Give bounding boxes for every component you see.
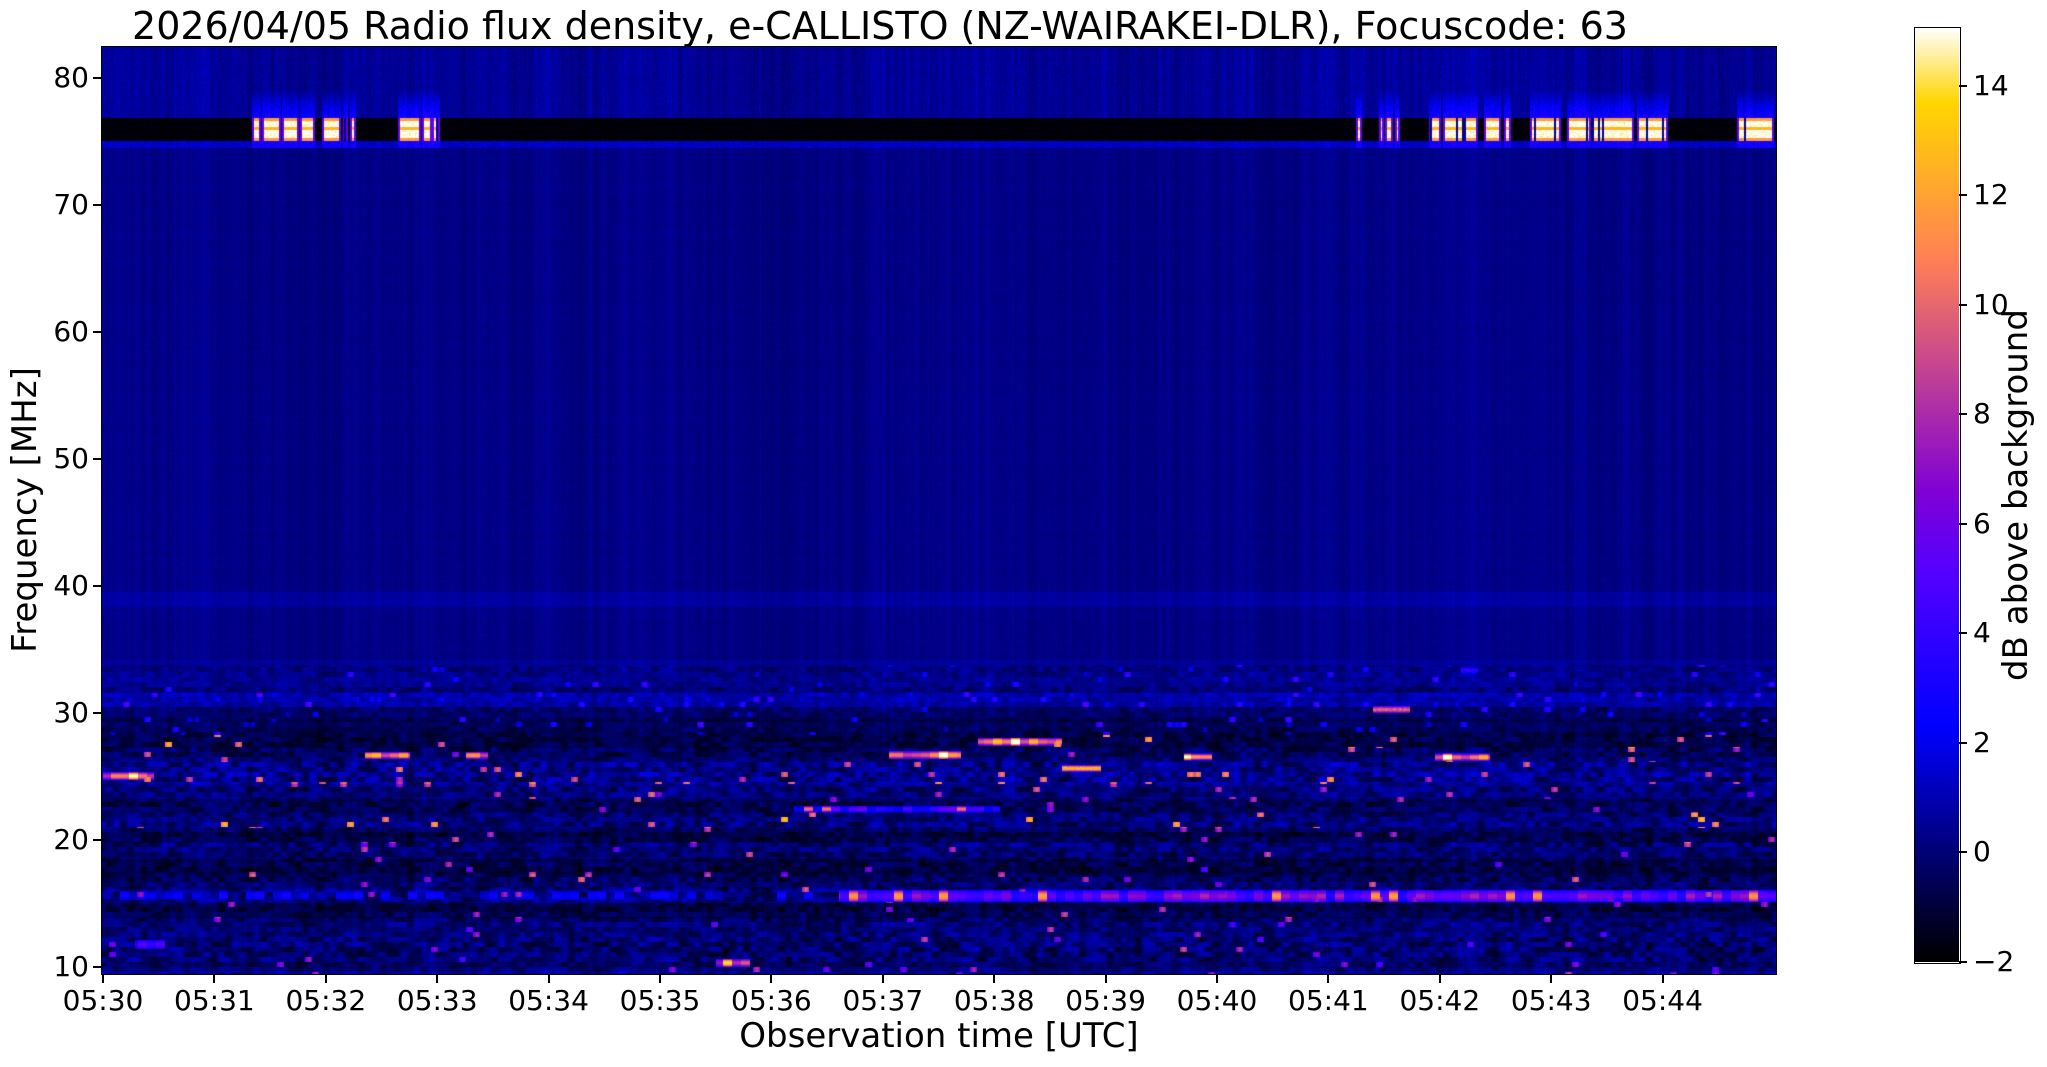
colorbar-tick-mark: [1959, 851, 1967, 854]
y-tick-label: 10: [53, 950, 89, 984]
colorbar-tick-label: 6: [1973, 506, 1991, 540]
x-tick-label: 05:34: [508, 984, 589, 1017]
y-tick-mark: [93, 966, 102, 969]
colorbar-tick-mark: [1959, 961, 1967, 963]
colorbar-tick-label: 14: [1973, 68, 2009, 102]
colorbar-tick-label: 0: [1973, 835, 1991, 869]
x-tick-label: 05:33: [396, 984, 478, 1017]
figure-title: 2026/04/05 Radio flux density, e-CALLIST…: [132, 4, 1628, 48]
colorbar-tick-mark: [1959, 194, 1967, 197]
colorbar-tick-label: 8: [1973, 397, 1991, 431]
colorbar-tick-mark: [1959, 522, 1967, 525]
x-tick-label: 05:41: [1288, 984, 1369, 1017]
colorbar-tick-label: −2: [1973, 945, 2015, 978]
x-tick-mark: [1438, 974, 1441, 983]
x-tick-label: 05:36: [731, 984, 812, 1017]
y-tick-mark: [93, 76, 102, 79]
y-tick-mark: [93, 839, 102, 842]
colorbar-tick-mark: [1959, 303, 1967, 306]
x-axis-label: Observation time [UTC]: [739, 1016, 1139, 1056]
x-tick-mark: [324, 974, 327, 983]
x-tick-label: 05:44: [1622, 984, 1703, 1017]
y-axis-label: Frequency [MHz]: [5, 367, 45, 653]
x-tick-mark: [1216, 974, 1218, 983]
colorbar-tick-label: 2: [1973, 725, 1991, 759]
x-tick-label: 05:39: [1065, 984, 1146, 1017]
y-tick-label: 20: [53, 823, 89, 857]
y-tick-mark: [93, 585, 102, 588]
x-tick-mark: [436, 974, 439, 983]
x-tick-label: 05:42: [1399, 984, 1481, 1017]
x-tick-label: 05:40: [1176, 984, 1258, 1017]
colorbar-tick-mark: [1959, 413, 1967, 416]
x-tick-mark: [659, 974, 661, 983]
x-tick-label: 05:30: [62, 984, 144, 1017]
y-tick-mark: [93, 712, 102, 715]
colorbar-tick-label: 4: [1973, 616, 1991, 650]
y-tick-label: 50: [53, 442, 89, 476]
y-tick-label: 40: [53, 569, 89, 603]
x-tick-mark: [881, 974, 884, 983]
spectrogram-heatmap: [102, 47, 1776, 974]
x-tick-label: 05:35: [619, 984, 701, 1017]
x-tick-label: 05:43: [1510, 984, 1592, 1017]
x-tick-mark: [1327, 974, 1330, 983]
x-tick-mark: [993, 974, 996, 983]
y-tick-label: 60: [53, 314, 89, 348]
x-tick-mark: [102, 974, 104, 983]
x-tick-mark: [547, 974, 550, 983]
y-tick-label: 80: [53, 60, 89, 94]
x-tick-mark: [1661, 974, 1664, 983]
x-tick-label: 05:32: [285, 984, 367, 1017]
y-tick-mark: [93, 458, 102, 461]
x-tick-mark: [1104, 974, 1107, 983]
x-tick-label: 05:31: [174, 984, 255, 1017]
x-tick-mark: [213, 974, 216, 983]
colorbar-tick-mark: [1959, 632, 1967, 635]
colorbar-gradient: [1915, 28, 1959, 962]
colorbar-tick-label: 12: [1973, 178, 2009, 212]
colorbar-tick-label: 10: [1973, 287, 2009, 321]
y-tick-label: 30: [53, 696, 89, 730]
y-tick-mark: [93, 330, 102, 333]
x-tick-mark: [1550, 974, 1553, 983]
y-tick-mark: [93, 203, 102, 206]
y-tick-label: 70: [53, 187, 89, 221]
colorbar-tick-mark: [1959, 84, 1967, 87]
x-tick-mark: [770, 974, 773, 983]
x-tick-label: 05:38: [953, 984, 1035, 1017]
colorbar-label: dB above background: [1996, 309, 2036, 681]
x-tick-label: 05:37: [842, 984, 924, 1017]
colorbar-tick-mark: [1959, 741, 1967, 744]
